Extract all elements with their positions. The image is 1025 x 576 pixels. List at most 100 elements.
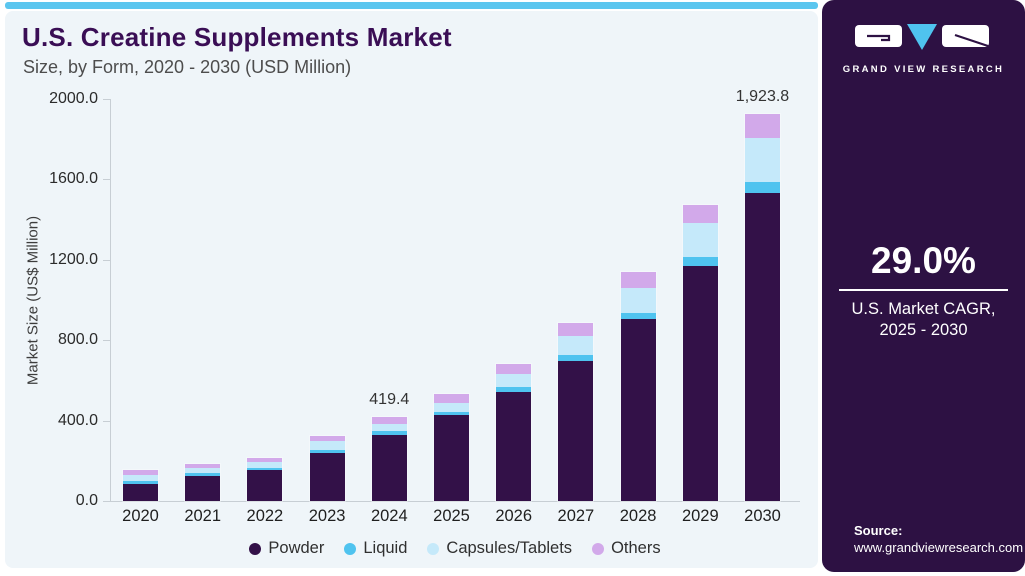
bar-segment-2025-others — [434, 393, 469, 403]
bar-segment-2029-powder — [682, 265, 718, 501]
bar-segment-2021-capsules-tablets — [185, 468, 221, 474]
bar-segment-2030-liquid — [745, 182, 780, 193]
bar-segment-2027-powder — [558, 360, 594, 501]
y-tick-label: 400.0 — [57, 411, 98, 429]
y-tick-mark — [103, 420, 110, 422]
y-tick-label: 1600.0 — [49, 170, 98, 188]
x-tick-label-2020: 2020 — [122, 507, 159, 525]
legend-label: Others — [611, 539, 661, 557]
bar-segment-2023-liquid — [309, 449, 345, 453]
x-tick-label-2022: 2022 — [246, 507, 284, 525]
source-url[interactable]: www.grandviewresearch.com — [854, 540, 1024, 555]
bar-segment-2026-liquid — [496, 387, 532, 393]
legend-item-liquid: Liquid — [344, 539, 407, 558]
cagr-divider — [839, 289, 1008, 291]
x-tick-label-2024: 2024 — [370, 507, 408, 525]
chart-legend: Powder Liquid Capsules/Tablets Others — [110, 539, 800, 558]
bar-segment-2028-liquid — [620, 313, 656, 320]
y-tick-mark — [103, 259, 110, 261]
legend-dot-icon — [344, 542, 357, 555]
x-tick-label-2021: 2021 — [184, 507, 222, 525]
bar-segment-2020-powder — [123, 483, 158, 501]
y-tick-mark — [103, 179, 110, 181]
legend-dot-icon — [592, 542, 605, 555]
bar-segment-2021-liquid — [185, 473, 221, 476]
bar-segment-2020-liquid — [123, 480, 158, 484]
legend-label: Liquid — [363, 539, 408, 557]
x-tick-label-2030: 2030 — [744, 507, 781, 525]
cagr-caption-line1: U.S. Market CAGR, — [851, 300, 996, 318]
sidebar: GRAND VIEW RESEARCH 29.0% U.S. Market CA… — [822, 0, 1025, 572]
stacked-bar-2026 — [496, 363, 532, 501]
bar-segment-2028-powder — [620, 319, 656, 501]
legend-label: Powder — [268, 539, 325, 557]
x-tick-label-2023: 2023 — [308, 507, 346, 525]
y-axis-line — [110, 99, 111, 501]
legend-dot-icon — [249, 542, 262, 555]
legend-item-powder: Powder — [249, 539, 324, 558]
x-tick-label-2028: 2028 — [619, 507, 657, 525]
bar-segment-2021-powder — [185, 475, 221, 501]
stacked-bar-2020 — [123, 470, 158, 501]
stacked-bar-2023 — [309, 436, 345, 501]
bar-segment-2022-liquid — [247, 467, 283, 471]
bar-segment-2023-others — [309, 436, 345, 441]
bar-segment-2026-powder — [496, 392, 532, 501]
stacked-bar-2030 — [745, 114, 780, 501]
cagr-caption-line2: 2025 - 2030 — [879, 321, 968, 339]
stacked-bar-2028 — [620, 272, 656, 501]
bar-segment-2026-capsules-tablets — [496, 373, 532, 388]
bar-segment-2027-liquid — [558, 355, 594, 361]
bar-segment-2028-others — [620, 272, 656, 288]
bar-segment-2024-others — [371, 416, 407, 424]
stacked-bar-2021 — [185, 464, 221, 501]
cagr-block: 29.0% U.S. Market CAGR, 2025 - 2030 — [822, 240, 1025, 341]
x-tick-label-2026: 2026 — [495, 507, 533, 525]
bar-segment-2022-powder — [247, 470, 283, 501]
bar-segment-2029-capsules-tablets — [682, 223, 718, 257]
y-tick-mark — [103, 99, 110, 100]
cagr-value: 29.0% — [871, 240, 976, 281]
bar-segment-2027-capsules-tablets — [558, 335, 594, 356]
legend-label: Capsules/Tablets — [446, 539, 573, 557]
stacked-bar-2022 — [247, 458, 283, 501]
x-tick-label-2025: 2025 — [433, 507, 470, 525]
bar-segment-2025-liquid — [434, 411, 469, 415]
bar-segment-2027-others — [558, 322, 594, 336]
top-accent-bar — [5, 2, 818, 9]
y-tick-label: 1200.0 — [49, 250, 98, 268]
legend-item-others: Others — [592, 539, 661, 558]
bar-value-label-2030: 1,923.8 — [735, 88, 790, 106]
bar-segment-2020-others — [123, 470, 158, 476]
bar-segment-2030-capsules-tablets — [745, 138, 780, 183]
bar-segment-2024-liquid — [371, 431, 407, 435]
bar-value-label-2024: 419.4 — [369, 390, 410, 408]
stacked-bar-2027 — [558, 322, 594, 501]
bar-segment-2023-capsules-tablets — [309, 440, 345, 450]
stacked-bar-2025 — [434, 393, 469, 501]
bar-segment-2024-capsules-tablets — [371, 423, 407, 432]
x-axis-line — [110, 501, 800, 502]
bar-segment-2026-others — [496, 363, 532, 374]
stacked-bar-2029 — [682, 205, 718, 501]
stacked-bar-2024 — [371, 416, 407, 501]
y-tick-label: 0.0 — [75, 492, 98, 509]
bar-segment-2029-liquid — [682, 256, 718, 266]
source-block: Source: www.grandviewresearch.com — [854, 522, 1023, 556]
x-tick-label-2027: 2027 — [557, 507, 595, 525]
y-axis-title: Market Size (US$ Million) — [24, 215, 42, 386]
bar-segment-2020-capsules-tablets — [123, 475, 158, 481]
brand-name: GRAND VIEW RESEARCH — [842, 64, 1005, 75]
legend-item-capsules-tablets: Capsules/Tablets — [427, 539, 572, 558]
y-tick-label: 2000.0 — [49, 90, 98, 107]
source-label: Source: — [854, 523, 903, 538]
y-tick-mark — [103, 501, 110, 502]
bar-segment-2022-others — [247, 458, 283, 463]
bar-segment-2028-capsules-tablets — [620, 287, 656, 314]
bar-segment-2023-powder — [309, 452, 345, 501]
gvr-logo-icon — [854, 24, 989, 50]
brand-logo: GRAND VIEW RESEARCH — [822, 24, 1025, 75]
y-tick-mark — [103, 340, 110, 342]
bar-segment-2030-others — [745, 114, 780, 139]
page-title: U.S. Creatine Supplements Market — [22, 22, 452, 52]
